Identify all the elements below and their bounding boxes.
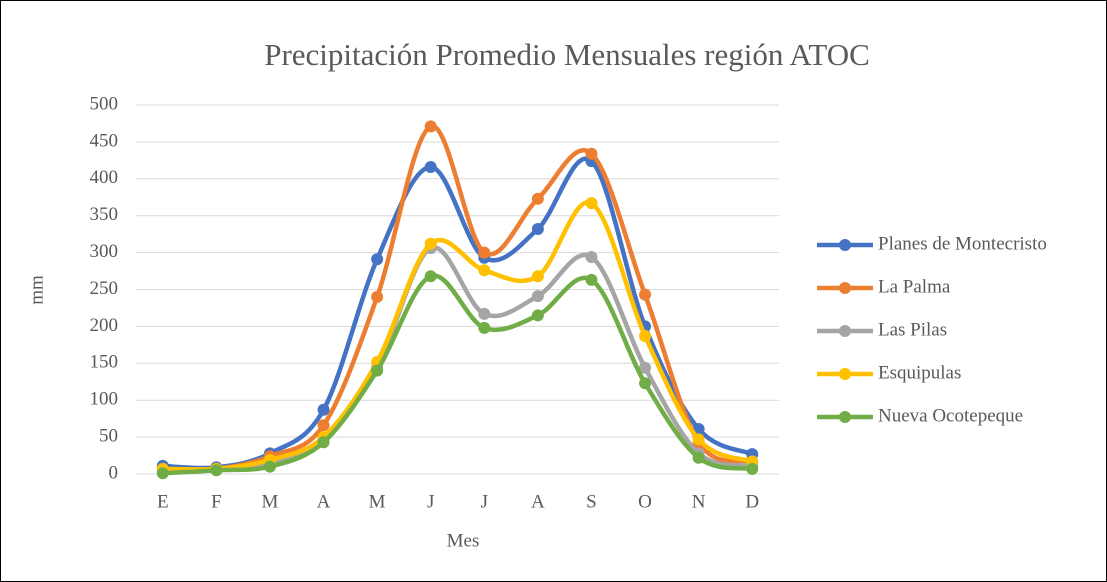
- point-marker: [371, 290, 384, 303]
- x-tick-label: M: [262, 491, 279, 512]
- point-marker: [531, 290, 544, 303]
- point-marker: [424, 270, 437, 283]
- point-marker: [692, 433, 705, 446]
- y-tick-label: 150: [90, 352, 119, 373]
- point-marker: [531, 192, 544, 205]
- y-tick-label: 200: [90, 315, 119, 336]
- legend-marker: [839, 368, 851, 380]
- point-marker: [478, 264, 491, 277]
- legend-marker: [839, 239, 851, 251]
- y-tick-label: 0: [109, 462, 119, 483]
- y-axis-label: mm: [26, 275, 47, 305]
- point-marker: [478, 246, 491, 259]
- legend-marker: [839, 325, 851, 337]
- y-tick-label: 400: [90, 167, 119, 188]
- legend-label: La Palma: [878, 276, 951, 297]
- point-marker: [317, 403, 330, 416]
- point-marker: [317, 419, 330, 432]
- point-marker: [424, 120, 437, 133]
- x-tick-label: F: [211, 491, 222, 512]
- point-marker: [371, 364, 384, 377]
- point-marker: [263, 460, 276, 473]
- legend-label: Esquipulas: [878, 362, 961, 383]
- x-tick-label: A: [531, 491, 545, 512]
- series-line: [160, 124, 755, 473]
- point-marker: [746, 462, 759, 475]
- point-marker: [639, 329, 652, 342]
- point-marker: [478, 307, 491, 320]
- point-marker: [210, 464, 223, 477]
- x-tick-label: J: [481, 491, 488, 512]
- y-tick-label: 300: [90, 241, 119, 262]
- y-tick-label: 350: [90, 204, 119, 225]
- y-tick-label: 100: [90, 389, 119, 410]
- x-tick-label: S: [586, 491, 597, 512]
- legend-label: Planes de Montecristo: [878, 233, 1047, 254]
- x-tick-label: N: [692, 491, 706, 512]
- legend-marker: [839, 282, 851, 294]
- point-marker: [317, 436, 330, 449]
- x-tick-label: M: [369, 491, 386, 512]
- point-marker: [639, 361, 652, 374]
- point-marker: [424, 160, 437, 173]
- point-marker: [424, 237, 437, 250]
- y-tick-label: 250: [90, 278, 119, 299]
- x-tick-label: D: [745, 491, 759, 512]
- point-marker: [371, 253, 384, 266]
- point-marker: [156, 467, 169, 480]
- x-tick-label: E: [157, 491, 169, 512]
- point-marker: [585, 197, 598, 210]
- x-tick-label: A: [317, 491, 331, 512]
- x-tick-label: J: [427, 491, 434, 512]
- legend-label: Las Pilas: [878, 319, 947, 340]
- y-tick-label: 50: [99, 425, 118, 446]
- chart-title: Precipitación Promedio Mensuales región …: [264, 37, 870, 72]
- point-marker: [531, 222, 544, 235]
- x-tick-label: O: [638, 491, 652, 512]
- point-marker: [585, 251, 598, 264]
- point-marker: [692, 451, 705, 464]
- y-tick-label: 450: [90, 130, 119, 151]
- legend-label: Nueva Ocotepeque: [878, 405, 1023, 426]
- point-marker: [531, 270, 544, 283]
- point-marker: [531, 309, 544, 322]
- legend-marker: [839, 411, 851, 423]
- point-marker: [639, 377, 652, 390]
- x-axis-label: Mes: [447, 530, 480, 551]
- point-marker: [585, 273, 598, 286]
- point-marker: [639, 288, 652, 301]
- point-marker: [478, 321, 491, 334]
- point-marker: [585, 147, 598, 160]
- y-tick-label: 500: [90, 93, 119, 114]
